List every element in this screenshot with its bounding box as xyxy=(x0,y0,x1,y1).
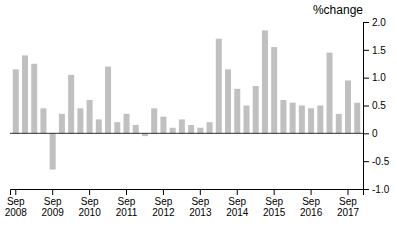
zero-line xyxy=(10,133,363,134)
x-tick-mark xyxy=(126,189,127,195)
x-tick-label: Sep2016 xyxy=(300,196,323,218)
x-tick: Sep2010 xyxy=(78,189,101,218)
y-tick-label: 2.0 xyxy=(372,17,386,28)
x-tick: Sep2011 xyxy=(116,189,138,218)
plot-area xyxy=(10,30,363,169)
x-tick-mark xyxy=(348,189,349,195)
bar xyxy=(280,100,286,133)
x-tick: Sep2017 xyxy=(337,189,360,218)
x-tick: Sep2014 xyxy=(226,189,249,218)
y-tick-label: 1.0 xyxy=(372,72,386,83)
x-tick-label: Sep2015 xyxy=(263,196,286,218)
x-tick: Sep2015 xyxy=(263,189,286,218)
y-tick: 1.5 xyxy=(363,45,386,56)
bar xyxy=(308,108,314,133)
x-tick-label: Sep2008 xyxy=(5,196,28,218)
y-tick: 1.0 xyxy=(363,72,386,83)
bar xyxy=(271,47,277,133)
bar xyxy=(96,119,102,133)
x-tick-mark xyxy=(237,189,238,195)
y-tick-mark xyxy=(363,78,369,79)
y-tick-label: 0 xyxy=(372,128,378,139)
x-tick: Sep2008 xyxy=(5,189,28,218)
x-tick-label: Sep2011 xyxy=(116,196,138,218)
bar xyxy=(59,114,65,133)
bar xyxy=(50,133,56,169)
bar xyxy=(160,117,166,134)
y-tick-label: 1.5 xyxy=(372,45,386,56)
x-axis-line xyxy=(11,190,364,196)
bar xyxy=(124,114,130,133)
y-tick-label: -1.0 xyxy=(372,184,390,195)
x-tick-mark xyxy=(311,189,312,195)
y-tick-label: 0.5 xyxy=(372,100,386,111)
y-axis-line xyxy=(364,23,370,190)
x-tick-mark xyxy=(89,189,90,195)
bar xyxy=(336,114,342,133)
y-tick: 0.5 xyxy=(363,100,386,111)
x-tick: Sep2012 xyxy=(152,189,175,218)
chart: Sep2008 Sep2009 Sep2010 Sep2011 Sep2012 Sep20… xyxy=(0,0,397,227)
bar xyxy=(68,75,74,133)
x-tick-mark xyxy=(15,189,16,195)
x-tick-mark xyxy=(163,189,164,195)
x-tick-label: Sep2012 xyxy=(152,196,175,218)
bar xyxy=(151,108,157,133)
bar xyxy=(179,119,185,133)
bar xyxy=(114,122,120,133)
x-tick-label: Sep2013 xyxy=(189,196,212,218)
bar xyxy=(40,108,46,133)
bar xyxy=(345,80,351,133)
bar xyxy=(243,106,249,134)
bar xyxy=(170,128,176,134)
bar xyxy=(22,55,28,133)
x-tick: Sep2009 xyxy=(42,189,65,218)
y-tick-label: -0.5 xyxy=(372,156,390,167)
y-tick-mark xyxy=(363,161,369,162)
bar xyxy=(31,64,37,134)
x-tick-label: Sep2009 xyxy=(42,196,65,218)
x-tick-mark xyxy=(200,189,201,195)
bar xyxy=(234,89,240,134)
x-tick-mark xyxy=(274,189,275,195)
y-tick: -0.5 xyxy=(363,156,390,167)
x-tick-label: Sep2014 xyxy=(226,196,249,218)
y-tick: -1.0 xyxy=(363,184,390,195)
y-tick-mark xyxy=(363,189,369,190)
y-tick-mark xyxy=(363,50,369,51)
bar xyxy=(207,122,213,133)
x-tick: Sep2013 xyxy=(189,189,212,218)
x-tick-mark xyxy=(52,189,53,195)
bar xyxy=(77,108,83,133)
x-tick: Sep2016 xyxy=(300,189,323,218)
x-tick-label: Sep2017 xyxy=(337,196,360,218)
bar xyxy=(262,30,268,133)
bar xyxy=(188,125,194,133)
bar xyxy=(253,86,259,133)
bar xyxy=(87,100,93,133)
bar xyxy=(142,133,148,136)
x-axis: Sep2008 Sep2009 Sep2010 Sep2011 Sep2012 Sep20… xyxy=(5,189,364,218)
bar xyxy=(299,106,305,134)
bar xyxy=(290,103,296,134)
bar xyxy=(225,69,231,133)
y-tick-mark xyxy=(363,133,369,134)
y-tick-mark xyxy=(363,22,369,23)
bar xyxy=(317,106,323,134)
y-tick: 2.0 xyxy=(363,17,386,28)
y-tick: 0 xyxy=(363,128,378,139)
y-tick-mark xyxy=(363,106,369,107)
bar xyxy=(105,67,111,134)
y-axis: -1.0 -0.5 0 0.5 1.0 1.5 2.0 xyxy=(363,17,390,195)
bar xyxy=(133,125,139,133)
bar xyxy=(197,128,203,134)
title: %change xyxy=(313,3,363,17)
bar xyxy=(13,69,19,133)
bar xyxy=(216,39,222,134)
bar xyxy=(354,103,360,134)
bar xyxy=(327,53,333,134)
x-tick-label: Sep2010 xyxy=(78,196,101,218)
